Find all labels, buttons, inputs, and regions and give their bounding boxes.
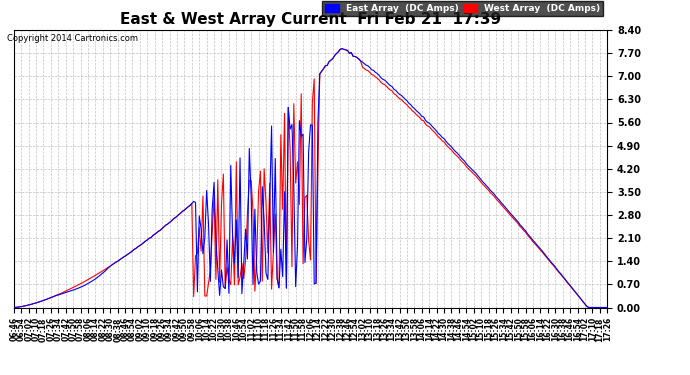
- Text: Copyright 2014 Cartronics.com: Copyright 2014 Cartronics.com: [7, 34, 138, 43]
- Title: East & West Array Current  Fri Feb 21  17:39: East & West Array Current Fri Feb 21 17:…: [120, 12, 501, 27]
- Legend: East Array  (DC Amps), West Array  (DC Amps): East Array (DC Amps), West Array (DC Amp…: [322, 1, 602, 16]
